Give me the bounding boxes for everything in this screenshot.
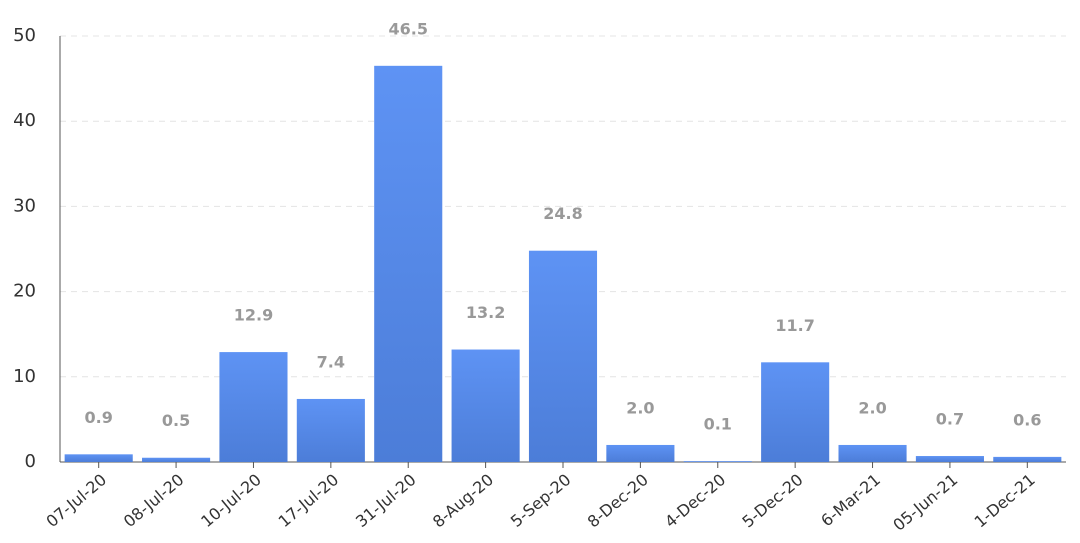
bar [219, 352, 288, 462]
y-tick-label: 50 [13, 25, 36, 46]
y-tick-label: 40 [13, 110, 36, 131]
bar [683, 461, 752, 462]
y-tick-label: 30 [13, 195, 36, 216]
x-tick-label: 5-Sep-20 [507, 470, 575, 531]
value-label: 0.5 [162, 411, 190, 430]
value-label: 13.2 [466, 303, 505, 322]
value-label: 11.7 [775, 316, 814, 335]
y-tick-label: 20 [13, 281, 36, 302]
bar [915, 456, 984, 462]
x-tick-label: 8-Dec-20 [584, 470, 652, 532]
bar [606, 444, 675, 462]
bar [451, 349, 520, 462]
bar [761, 362, 830, 462]
bar [838, 444, 907, 462]
y-tick-label: 10 [13, 366, 36, 387]
x-tick-label: 05-Jun-21 [889, 470, 961, 535]
value-label: 0.1 [704, 415, 732, 434]
value-label: 46.5 [388, 19, 427, 38]
bar [374, 65, 443, 462]
x-tick-label: 31-Jul-20 [352, 470, 420, 531]
value-label: 2.0 [626, 398, 654, 417]
x-tick-label: 17-Jul-20 [275, 470, 343, 531]
x-tick-label: 5-Dec-20 [738, 470, 806, 532]
x-tick-label: 4-Dec-20 [661, 470, 729, 532]
value-label: 0.6 [1013, 410, 1041, 429]
value-label: 0.9 [85, 408, 113, 427]
x-tick-label: 1-Dec-21 [971, 470, 1039, 532]
bar [64, 454, 133, 462]
value-label: 24.8 [543, 204, 582, 223]
x-tick-label: 6-Mar-21 [817, 470, 884, 530]
bar [528, 250, 598, 462]
value-label: 0.7 [936, 410, 964, 429]
bar [993, 456, 1062, 462]
bar [142, 457, 211, 462]
x-tick-label: 10-Jul-20 [197, 470, 265, 531]
value-label: 12.9 [234, 306, 273, 325]
x-tick-label: 07-Jul-20 [42, 470, 110, 531]
y-tick-label: 0 [25, 451, 36, 472]
bar [296, 398, 365, 462]
x-tick-label: 08-Jul-20 [120, 470, 188, 531]
value-label: 7.4 [317, 352, 345, 371]
x-tick-label: 8-Aug-20 [429, 470, 497, 531]
value-label: 2.0 [858, 398, 886, 417]
